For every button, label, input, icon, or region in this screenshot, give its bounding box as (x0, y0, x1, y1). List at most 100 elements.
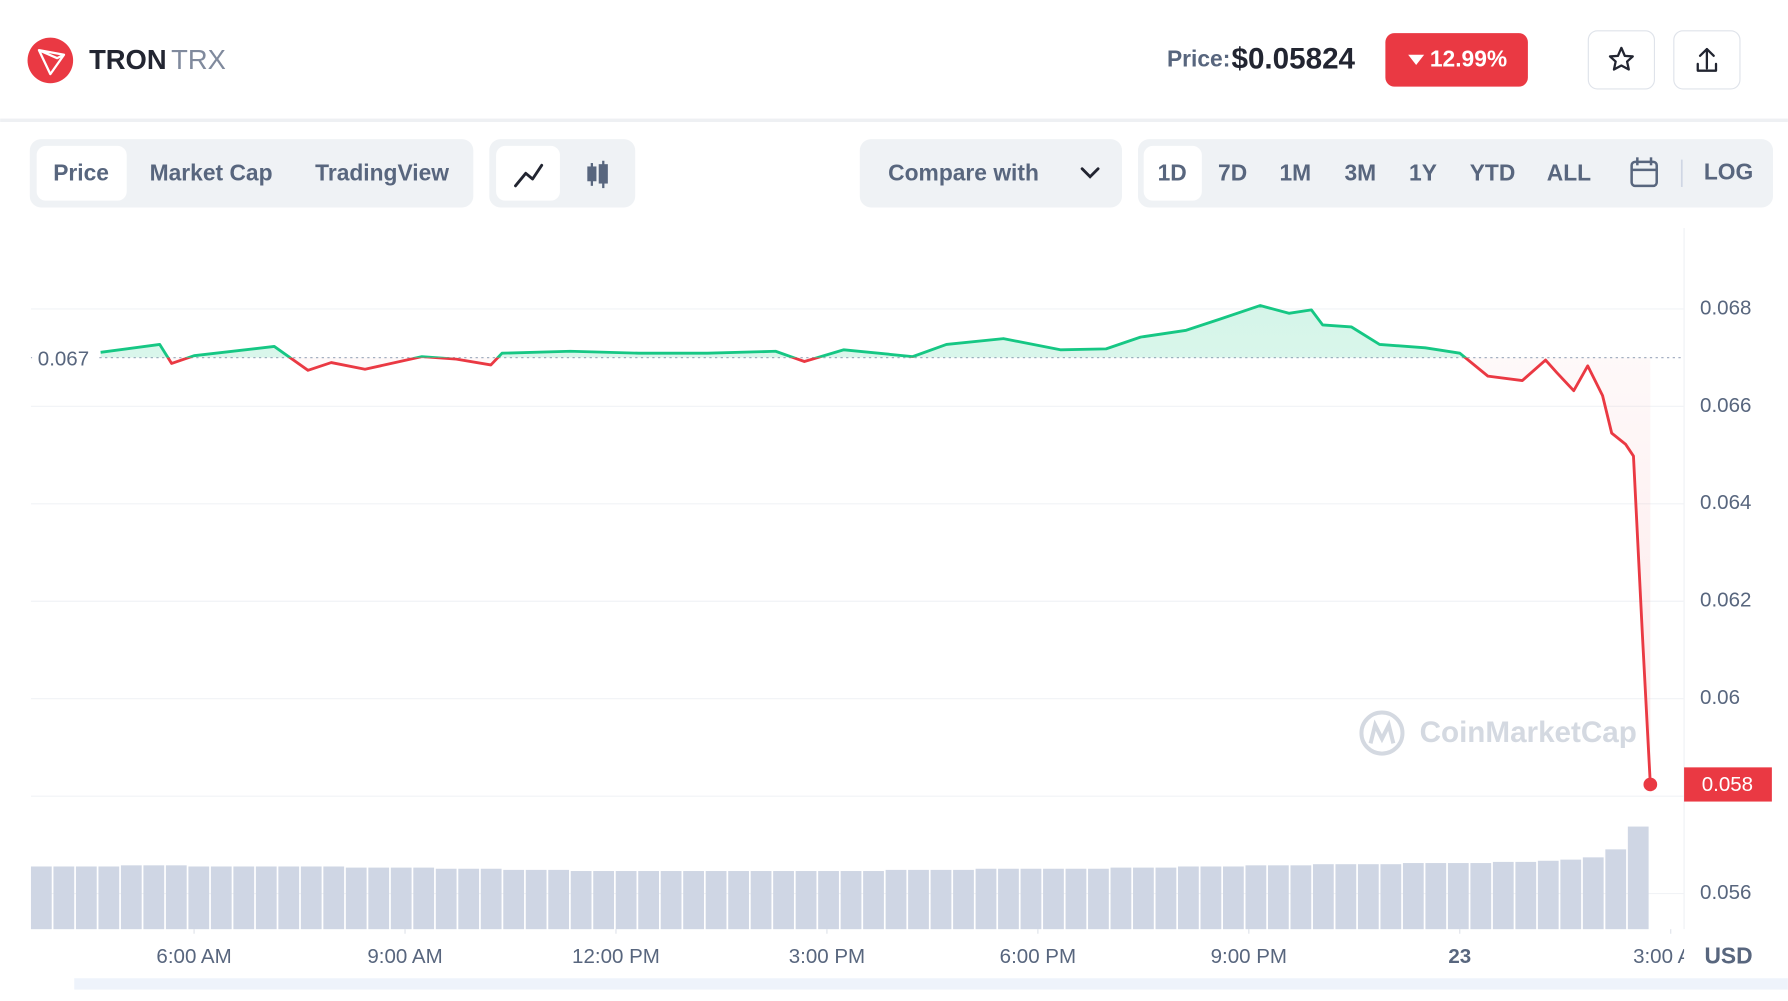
x-tick-label: 9:00 AM (367, 945, 442, 968)
x-tick-label: 3:00 PM (789, 945, 865, 968)
volume-bar (1020, 868, 1042, 930)
volume-bar (840, 871, 862, 930)
range-button[interactable]: 1Y (1409, 159, 1437, 185)
logo (27, 37, 74, 84)
range-button[interactable]: YTD (1470, 159, 1516, 185)
volume-bar (368, 867, 390, 930)
volume-bar (975, 868, 997, 930)
range-button[interactable]: 1M (1279, 159, 1311, 185)
volume-bar (930, 869, 952, 930)
volume-bar (30, 866, 52, 930)
volume-bar (1357, 864, 1379, 930)
y-tick-label: 0.062 (1700, 589, 1751, 612)
volume-bar (1290, 865, 1312, 930)
volume-bar (525, 869, 547, 930)
watchlist-button[interactable] (1587, 30, 1656, 90)
volume-bar (1492, 861, 1514, 930)
last-point (1643, 777, 1658, 792)
volume-bar (705, 871, 727, 930)
y-tick-label: 0.066 (1700, 394, 1751, 417)
candle-chart-button[interactable] (587, 160, 608, 189)
range-button[interactable]: 3M (1344, 159, 1376, 185)
down-arrow (1408, 54, 1425, 65)
volume-bar (615, 871, 637, 930)
compare-label: Compare with (888, 159, 1039, 185)
change: 12.99% (1430, 45, 1507, 71)
volume-bar (1380, 864, 1402, 930)
range-button[interactable]: 1D (1158, 159, 1187, 185)
navigator[interactable] (74, 978, 1788, 990)
reference-label-bg (32, 342, 99, 373)
volume-bar (1065, 868, 1087, 930)
x-tick-label: 23 (1448, 945, 1471, 968)
price-line-up (100, 304, 1468, 358)
volume-bar (1425, 863, 1447, 930)
volume-bar (683, 871, 704, 930)
volume-bar (1402, 863, 1424, 930)
volume-bar (548, 869, 570, 930)
volume-bar (255, 866, 277, 930)
volume-bar (1470, 863, 1492, 930)
current-price-bg (1684, 767, 1772, 802)
volume-bar (300, 866, 322, 930)
range-button[interactable]: ALL (1547, 159, 1591, 185)
volume-bar (345, 867, 367, 930)
compare-dropdown[interactable] (859, 139, 1123, 208)
volume-bar (593, 871, 615, 930)
volume-bar (75, 866, 97, 930)
volume-bar (1560, 859, 1582, 930)
x-tick-label: 6:00 AM (156, 945, 231, 968)
volume-bar (1605, 849, 1627, 930)
watermark: CoinMarketCap (1420, 716, 1637, 749)
log-button[interactable]: LOG (1704, 158, 1753, 184)
volume-bar (390, 867, 412, 930)
volume-bar (750, 871, 772, 930)
volume-bar (98, 866, 120, 930)
range-button[interactable]: 7D (1218, 159, 1247, 185)
watermark-logo (1359, 710, 1405, 756)
volume-bar (53, 866, 75, 930)
volume-bar (773, 871, 794, 930)
volume-bar (413, 867, 435, 930)
volume-bar (638, 871, 659, 930)
volume-bar (1178, 866, 1199, 930)
calendar-button[interactable] (1630, 157, 1658, 188)
volume-bar (1515, 861, 1537, 930)
volume-bar (863, 871, 884, 930)
volume-bar (1155, 867, 1177, 930)
volume-bar (435, 868, 457, 930)
price-line-down (166, 357, 1652, 785)
volume-bar (233, 866, 255, 930)
line-chart-button[interactable] (496, 145, 560, 201)
volume-bar (1245, 865, 1267, 930)
volume-bar (1582, 857, 1604, 930)
y-tick-label: 0.056 (1700, 881, 1751, 904)
tab[interactable]: Price (53, 159, 109, 185)
volume-bar (998, 868, 1019, 930)
area-up (100, 305, 1651, 358)
volume-bar (1043, 868, 1064, 930)
volume-bar (1267, 865, 1289, 930)
tab[interactable]: TradingView (315, 159, 449, 185)
share-button[interactable] (1673, 30, 1741, 90)
volume-bar (1335, 864, 1357, 930)
x-tick-label: 12:00 PM (572, 945, 660, 968)
coin-name: TRON (89, 44, 167, 75)
x-tick-label: 6:00 PM (1000, 945, 1076, 968)
x-tick-label: 9:00 PM (1211, 945, 1287, 968)
tab[interactable]: Market Cap (150, 159, 273, 185)
volume-bar (570, 871, 592, 930)
volume-bar (1537, 860, 1559, 930)
volume-bar (1133, 867, 1154, 930)
area-down (167, 357, 1651, 785)
reference-label: 0.067 (38, 347, 89, 370)
volume-bar (188, 866, 210, 930)
x-tick-label: 3:00 AM (1633, 945, 1708, 968)
price-label: Price: (1167, 45, 1230, 71)
volume-bar (480, 868, 502, 930)
current-price-label: 0.058 (1702, 773, 1753, 796)
y-unit: USD (1704, 943, 1752, 969)
header-divider (0, 118, 1788, 122)
volume-bar (1088, 868, 1109, 930)
